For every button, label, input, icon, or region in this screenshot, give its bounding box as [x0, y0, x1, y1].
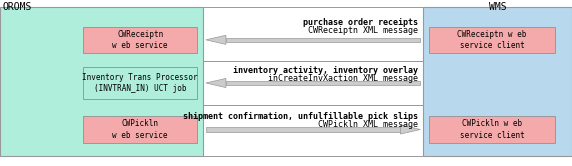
Bar [83, 67, 197, 99]
Text: shipment confirmation, unfulfillable pick slips: shipment confirmation, unfulfillable pic… [182, 112, 418, 121]
Text: WMS: WMS [489, 2, 506, 12]
Bar [226, 38, 420, 42]
Text: CWPickln XML message: CWPickln XML message [317, 120, 418, 129]
Text: inCreateInvXaction XML message: inCreateInvXaction XML message [268, 74, 418, 83]
Bar [206, 127, 400, 131]
Bar [423, 7, 572, 156]
Polygon shape [400, 125, 420, 134]
Polygon shape [206, 79, 226, 88]
Text: Inventory Trans Processor
(INVTRAN_IN) UCT job: Inventory Trans Processor (INVTRAN_IN) U… [82, 73, 198, 93]
Bar [429, 27, 555, 53]
Text: CWPickln
w eb service: CWPickln w eb service [112, 119, 168, 140]
Polygon shape [206, 35, 226, 44]
Bar [83, 27, 197, 53]
Text: CWReceiptn XML message: CWReceiptn XML message [308, 26, 418, 35]
Text: OROMS: OROMS [3, 2, 32, 12]
Text: CWPickln w eb
service client: CWPickln w eb service client [459, 119, 525, 140]
Bar [226, 81, 420, 85]
Text: CWReceiptn
w eb service: CWReceiptn w eb service [112, 30, 168, 50]
Bar [429, 116, 555, 143]
Bar [83, 116, 197, 143]
Bar [0, 7, 203, 156]
Text: CWReceiptn w eb
service client: CWReceiptn w eb service client [457, 30, 527, 50]
Text: purchase order receipts: purchase order receipts [303, 18, 418, 27]
Text: inventory activity, inventory overlay: inventory activity, inventory overlay [233, 66, 418, 76]
